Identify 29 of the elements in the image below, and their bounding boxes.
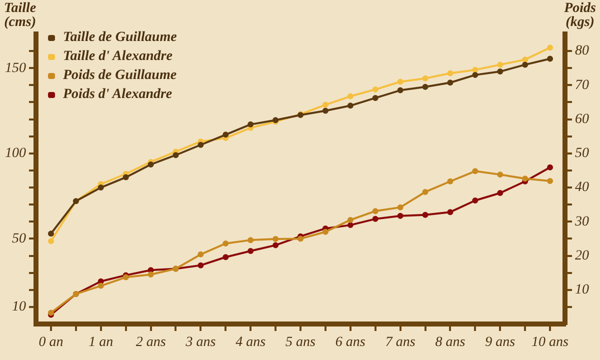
y-tick-label: 50 [12, 231, 26, 246]
x-tick-label: 0 an [38, 335, 64, 350]
y-tick-label: 150 [5, 60, 26, 76]
legend-label: Taille de Guillaume [63, 30, 177, 46]
y-axis-title: Taille (cms) [4, 1, 36, 30]
y2-tick-label: 40 [575, 180, 589, 196]
y2-tick-label: 20 [575, 248, 589, 264]
x-tick-label: 5 ans [286, 335, 316, 350]
legend-label: Poids de Guillaume [63, 68, 177, 84]
x-tick-label: 2 ans [136, 335, 166, 350]
y2-axis-title: Poids (kgs) [564, 1, 596, 30]
y2-tick-label: 80 [575, 44, 589, 59]
y2-tick-label: 50 [575, 146, 589, 162]
x-tick-label: 1 an [88, 335, 114, 350]
x-tick-label: 8 ans [435, 335, 466, 350]
y2-tick-label: 30 [574, 214, 589, 230]
x-tick-label: 10 ans [532, 335, 570, 350]
y-tick-label: 100 [5, 146, 26, 162]
y-tick-label: 10 [12, 300, 26, 315]
legend-label: Poids d' Alexandre [63, 86, 172, 102]
x-tick-label: 7 ans [385, 335, 416, 350]
x-tick-label: 6 ans [335, 335, 366, 350]
x-tick-label: 9 ans [485, 335, 516, 350]
y2-tick-label: 60 [575, 112, 589, 127]
y2-tick-label: 70 [575, 78, 589, 93]
y2-tick-label: 10 [575, 282, 589, 298]
legend-label: Taille d' Alexandre [63, 48, 172, 64]
x-tick-label: 4 ans [236, 335, 266, 350]
x-tick-label: 3 ans [184, 335, 216, 350]
